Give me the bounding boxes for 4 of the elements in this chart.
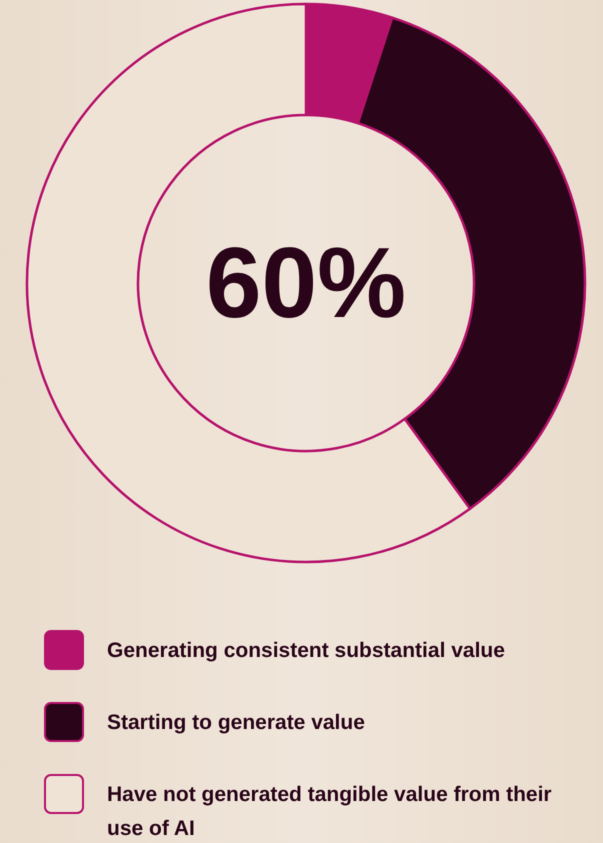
legend-label: Have not generated tangible value from their use of AI — [107, 782, 552, 840]
legend-label: Generating consistent substantial value — [107, 638, 505, 662]
legend-label: Starting to generate value — [107, 710, 365, 734]
text: 60% — [206, 227, 406, 339]
